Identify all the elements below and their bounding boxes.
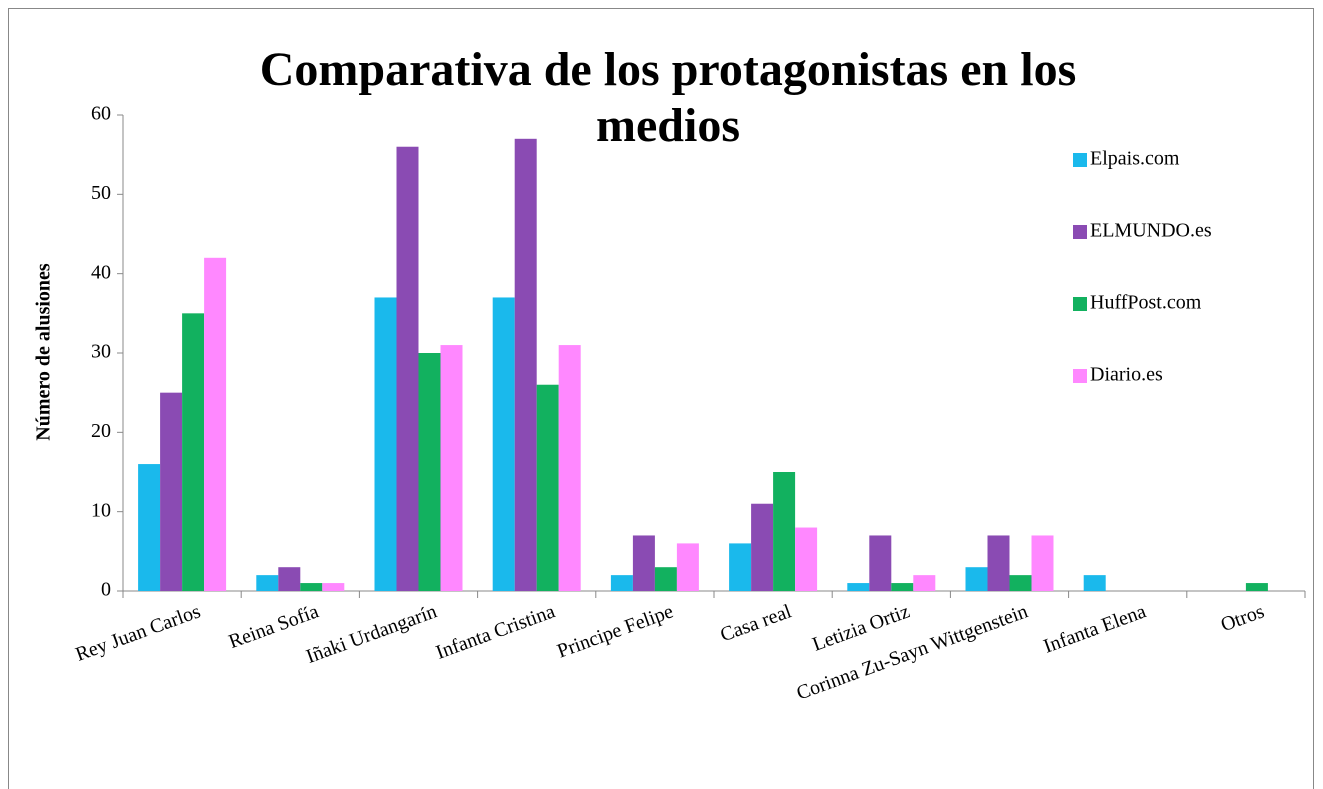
bar bbox=[869, 535, 892, 591]
legend-label: Elpais.com bbox=[1090, 148, 1180, 170]
y-tick-label: 50 bbox=[91, 182, 111, 204]
x-tick-label: Rey Juan Carlos bbox=[73, 600, 204, 666]
x-tick-label: Corinna Zu-Sayn Wittgenstein bbox=[794, 600, 1031, 704]
legend-swatch bbox=[1073, 153, 1087, 167]
bar bbox=[138, 464, 161, 591]
x-tick-label: Infanta Cristina bbox=[433, 600, 558, 663]
y-tick-label: 60 bbox=[91, 103, 111, 125]
y-tick-label: 0 bbox=[101, 579, 111, 601]
bar bbox=[891, 583, 914, 591]
y-tick-label: 30 bbox=[91, 341, 111, 363]
legend-label: ELMUNDO.es bbox=[1090, 220, 1212, 242]
bar bbox=[256, 575, 279, 591]
y-tick-label: 10 bbox=[91, 499, 111, 521]
y-tick-label: 40 bbox=[91, 261, 111, 283]
legend-label: HuffPost.com bbox=[1090, 292, 1202, 314]
bar bbox=[514, 138, 537, 592]
bar bbox=[558, 345, 581, 591]
x-tick-label: Otros bbox=[1218, 600, 1267, 636]
bar bbox=[160, 392, 183, 591]
bar bbox=[1083, 575, 1106, 591]
bar bbox=[795, 527, 818, 591]
bar bbox=[1245, 583, 1268, 591]
bar bbox=[1009, 575, 1032, 591]
bar bbox=[847, 583, 870, 591]
legend-swatch bbox=[1073, 225, 1087, 239]
x-tick-label: Principe Felipe bbox=[554, 600, 676, 662]
bar bbox=[182, 313, 205, 591]
y-tick-label: 20 bbox=[91, 420, 111, 442]
x-tick-label: Iñaki Urdangarín bbox=[303, 600, 439, 668]
y-axis-label: Número de alusiones bbox=[33, 263, 55, 441]
bar bbox=[1031, 535, 1054, 591]
bar bbox=[300, 583, 323, 591]
bar bbox=[654, 567, 677, 591]
legend-label: Diario.es bbox=[1090, 364, 1163, 386]
bar bbox=[440, 345, 463, 591]
legend-swatch bbox=[1073, 369, 1087, 383]
bar bbox=[322, 583, 345, 591]
chart-title: Comparativa de los protagonistas en los … bbox=[259, 43, 1077, 152]
bar bbox=[374, 297, 397, 591]
bar bbox=[751, 503, 774, 591]
bar bbox=[396, 146, 419, 591]
bar bbox=[492, 297, 515, 591]
bar bbox=[965, 567, 988, 591]
bar bbox=[913, 575, 936, 591]
bar bbox=[987, 535, 1010, 591]
bar bbox=[418, 353, 441, 591]
bar bbox=[729, 543, 752, 591]
bar bbox=[278, 567, 301, 591]
bar bbox=[773, 472, 796, 591]
bar bbox=[632, 535, 655, 591]
bar bbox=[676, 543, 699, 591]
legend-swatch bbox=[1073, 297, 1087, 311]
x-tick-label: Casa real bbox=[717, 600, 794, 646]
bar bbox=[610, 575, 633, 591]
frame bbox=[8, 8, 1314, 789]
bar bbox=[536, 384, 559, 591]
bar bbox=[204, 257, 227, 591]
x-tick-label: Infanta Elena bbox=[1041, 600, 1149, 657]
